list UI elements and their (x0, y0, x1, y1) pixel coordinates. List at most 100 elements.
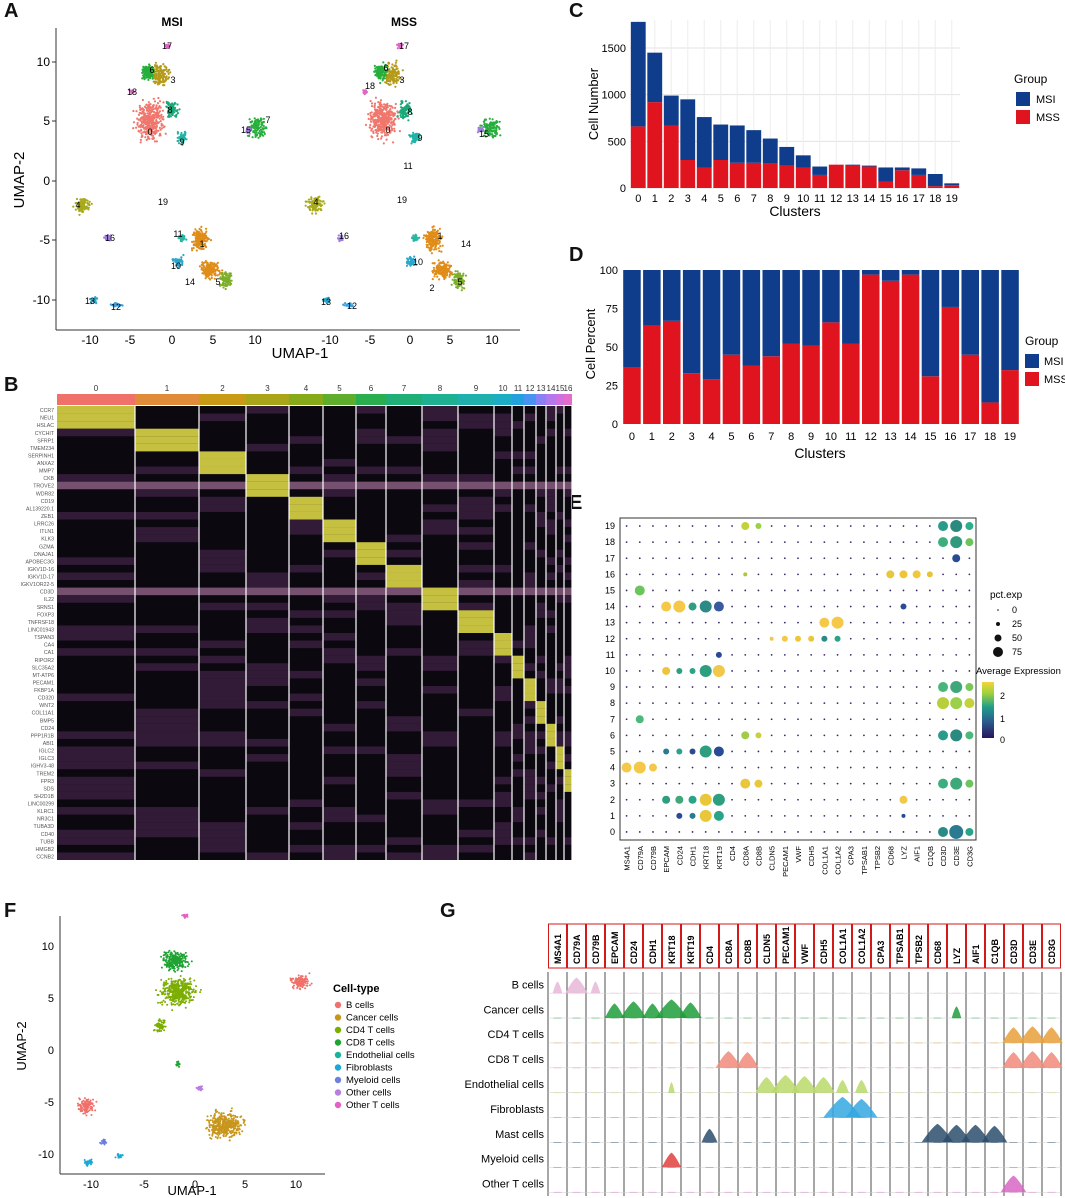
e-dot (810, 766, 813, 769)
e-dot (915, 686, 918, 688)
umap-a-ytick: 10 (37, 55, 51, 69)
e-dot (942, 798, 944, 801)
e-dot (915, 605, 918, 608)
e-dot (744, 686, 747, 688)
heatmap-gene-label: ANXA2 (37, 461, 54, 467)
c-bar-mss (680, 160, 696, 188)
e-dot (744, 750, 747, 753)
g-gene-header: CD4 (705, 946, 715, 964)
f-xtick: 5 (242, 1179, 248, 1191)
e-dot (770, 766, 773, 769)
e-dot (665, 637, 668, 640)
d-xtick: 14 (904, 431, 916, 443)
c-xtick: 6 (734, 193, 740, 205)
g-gene-header: COL1A2 (857, 928, 867, 964)
umap-cluster-label: 12 (111, 302, 121, 312)
e-dot (823, 670, 826, 672)
g-violin (1019, 1051, 1046, 1068)
umap-cluster-label: 4 (75, 200, 80, 210)
heatmap-gene-label: SH2D1B (34, 794, 55, 800)
heatmap-gene-label: TUBA3D (34, 824, 55, 830)
e-dot (928, 782, 931, 785)
g-gene-header: COL1A1 (838, 928, 848, 964)
e-dot (744, 670, 747, 672)
f-ylabel: UMAP-2 (14, 1021, 29, 1070)
umap-cluster-label: 8 (167, 105, 172, 115)
e-dot (783, 525, 786, 527)
e-dot (783, 814, 786, 817)
heatmap-cluster-label: 1 (165, 384, 170, 393)
e-dot (863, 525, 865, 527)
heatmap-cluster-bar (57, 394, 135, 405)
umap-a-xtick: -5 (125, 333, 136, 347)
umap-cluster-label: 12 (347, 301, 357, 311)
heatmap-gene-label: CYCHIT (35, 431, 55, 437)
e-dot (928, 670, 931, 672)
e-dot (849, 557, 852, 560)
e-dot (770, 718, 773, 721)
umap-a-xtick: 5 (447, 333, 454, 347)
e-dot (757, 766, 760, 769)
heatmap-gene-label: LINC00299 (28, 802, 54, 808)
e-dot (876, 653, 879, 656)
g-violin (715, 1051, 742, 1068)
e-dot (902, 686, 905, 688)
d-xtick: 8 (788, 431, 794, 443)
heatmap-cluster-bar (564, 394, 572, 405)
umap-title-mss: MSS (391, 15, 417, 29)
e-cluster-label: 13 (605, 618, 615, 628)
e-dot (678, 525, 681, 527)
e-cluster-label: 12 (605, 634, 615, 644)
d-bar-mss (881, 280, 900, 424)
umap-cluster-label: 17 (162, 41, 172, 51)
e-dot (665, 702, 668, 705)
g-violin (791, 1076, 818, 1093)
heatmap-cluster-bar (323, 394, 356, 405)
c-bar-msi (795, 155, 811, 168)
e-dot (863, 831, 865, 833)
e-dot (876, 589, 879, 592)
c-bar-mss (944, 185, 960, 188)
e-gene-label: CD79A (636, 846, 645, 870)
e-dot (901, 813, 906, 818)
e-dot (965, 827, 974, 836)
d-bar-msi (901, 270, 920, 275)
umap-title-msi: MSI (161, 15, 182, 29)
e-dot (731, 702, 733, 705)
e-dot (678, 686, 681, 688)
g-violin (661, 1152, 682, 1168)
e-dot (757, 670, 760, 672)
umap-a-xtick: 0 (169, 333, 176, 347)
umap-cluster-label: 17 (399, 41, 409, 51)
e-dot (889, 670, 892, 672)
e-dot (704, 782, 707, 785)
heatmap-gene-label: APOBEC3G (25, 559, 54, 565)
heatmap-gene-label: FKBP1A (34, 688, 54, 694)
e-dot (836, 541, 839, 544)
e-dot (797, 831, 799, 833)
g-violin (942, 1124, 971, 1143)
e-dot (968, 589, 971, 592)
e-dot (876, 541, 879, 544)
e-dot (704, 637, 707, 640)
e-dot (968, 670, 971, 672)
e-cluster-label: 3 (610, 779, 615, 789)
e-dot (902, 525, 905, 527)
e-cluster-label: 17 (605, 553, 615, 563)
heatmap-cluster-bar (386, 394, 422, 405)
e-dot (902, 589, 905, 592)
e-dot (968, 798, 971, 801)
e-dot (691, 718, 694, 721)
e-dot (783, 782, 786, 785)
e-dot (744, 718, 747, 721)
e-dot (849, 637, 852, 640)
e-dot (810, 573, 813, 576)
e-dot (757, 831, 760, 833)
e-dot (808, 635, 815, 642)
e-dot (810, 718, 813, 721)
e-dot (863, 541, 865, 544)
e-cluster-label: 15 (605, 585, 615, 595)
